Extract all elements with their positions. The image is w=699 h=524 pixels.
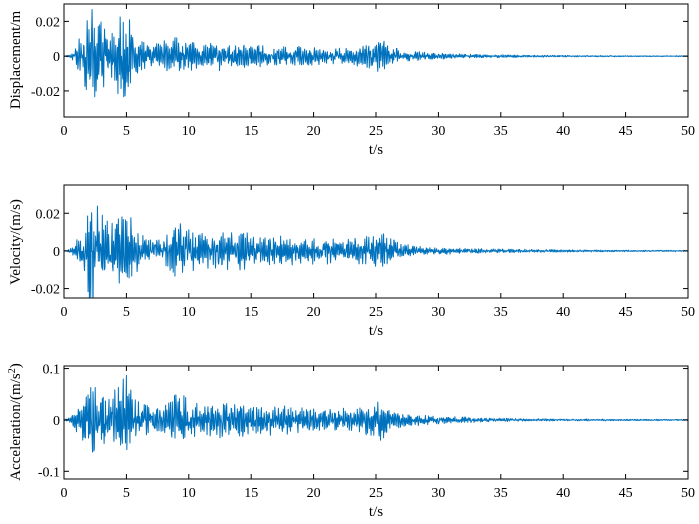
x-tick-label: 40 [556,486,570,501]
x-tick-label: 30 [431,124,445,139]
x-tick-label: 25 [369,124,383,139]
x-tick-label: 5 [123,486,130,501]
y-axis-label-displacement: Displacement/m [8,11,24,110]
y-tick-label: 0 [53,245,60,260]
x-tick-label: 25 [369,486,383,501]
x-tick-label: 10 [182,124,196,139]
x-tick-label: 0 [61,305,68,320]
x-tick-label: 5 [123,124,130,139]
x-tick-label: 15 [244,305,258,320]
x-tick-label: 35 [494,486,508,501]
series-trace-velocity [64,205,688,298]
x-tick-label: 20 [307,305,321,320]
y-axis-label-acceleration-base: Acceleration/(m/s [8,373,24,481]
x-tick-label: 20 [307,486,321,501]
x-tick-label: 30 [431,486,445,501]
x-tick-label: 15 [244,124,258,139]
y-axis-label-acceleration-close: ) [8,363,24,368]
x-tick-label: 40 [556,305,570,320]
plot-area-displacement [64,9,688,98]
y-axis-label-acceleration-exponent: 2 [7,368,18,373]
plot-area-acceleration [64,374,688,453]
x-tick-label: 45 [619,486,633,501]
y-ticks-velocity: -0.02 0 0.02 [31,207,688,298]
panel-displacement: -0.02 0 0.02 0 5 10 15 20 25 30 35 40 45 50 t/s Disp… [8,3,695,158]
x-tick-label: 45 [619,305,633,320]
y-tick-label: 0 [53,414,60,429]
plot-area-velocity [64,205,688,298]
x-tick-label: 45 [619,124,633,139]
series-trace-displacement [64,9,688,98]
x-tick-label: 20 [307,124,321,139]
x-tick-label: 0 [61,486,68,501]
y-tick-label: -0.02 [31,85,60,100]
x-tick-label: 35 [494,305,508,320]
y-ticks-displacement: -0.02 0 0.02 [31,15,688,100]
x-tick-label: 50 [681,486,695,501]
y-tick-label: -0.1 [38,465,60,480]
y-tick-label: 0 [53,50,60,65]
x-tick-label: 50 [681,124,695,139]
x-tick-label: 10 [182,486,196,501]
y-ticks-acceleration: -0.1 0 0.1 [38,363,688,480]
y-tick-label: 0.02 [36,15,61,30]
x-axis-label-velocity: t/s [369,323,383,339]
x-axis-label-acceleration: t/s [369,504,383,520]
series-trace-acceleration [64,374,688,453]
x-tick-label: 50 [681,305,695,320]
x-tick-label: 15 [244,486,258,501]
x-ticks-velocity: 0 5 10 15 20 25 30 35 40 45 50 [61,185,695,320]
y-axis-label-velocity: Velocity/(m/s) [8,199,24,285]
x-ticks-displacement: 0 5 10 15 20 25 30 35 40 45 50 [61,4,695,139]
x-ticks-acceleration: 0 5 10 15 20 25 30 35 40 45 50 [61,366,695,501]
y-tick-label: -0.02 [31,283,60,298]
x-tick-label: 0 [61,124,68,139]
x-tick-label: 5 [123,305,130,320]
x-tick-label: 25 [369,305,383,320]
y-tick-label: 0.1 [43,363,61,378]
x-tick-label: 10 [182,305,196,320]
y-tick-label: 0.02 [36,207,61,222]
panel-acceleration: -0.100.1 0 5 10 15 20 25 30 35 40 45 50 t/s Accele… [7,363,696,520]
y-axis-label-acceleration: Acceleration/(m/s2) [7,363,25,480]
x-axis-label-displacement: t/s [369,142,383,158]
x-tick-label: 30 [431,305,445,320]
x-tick-label: 40 [556,124,570,139]
x-tick-label: 35 [494,124,508,139]
